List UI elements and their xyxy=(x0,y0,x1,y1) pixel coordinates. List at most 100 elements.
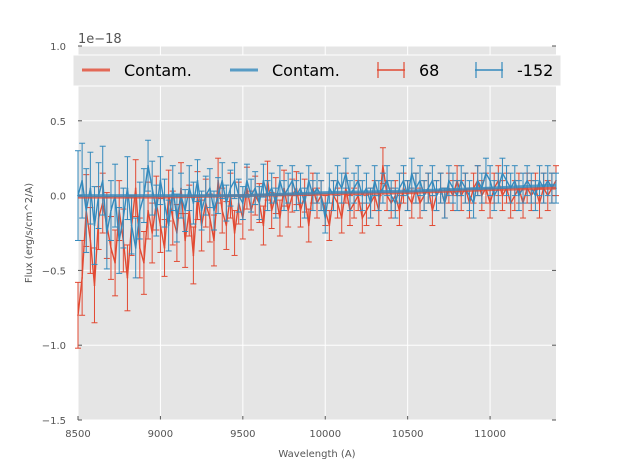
data-point xyxy=(110,209,112,212)
legend-label: Contam. xyxy=(124,61,192,80)
y-tick-label: 0.0 xyxy=(50,192,66,203)
data-point xyxy=(134,187,137,189)
data-point xyxy=(155,209,158,212)
data-point xyxy=(526,179,528,182)
data-point xyxy=(209,217,211,219)
data-point xyxy=(398,209,401,212)
data-point xyxy=(340,217,343,219)
data-point xyxy=(538,202,541,204)
data-point xyxy=(262,224,265,227)
y-tick-label: −0.5 xyxy=(42,266,66,277)
x-tick-label: 11000 xyxy=(474,429,506,440)
data-point xyxy=(147,164,149,167)
data-point xyxy=(81,277,83,279)
data-point xyxy=(361,217,364,219)
data-point xyxy=(489,202,491,204)
legend-label: Contam. xyxy=(272,61,340,80)
data-point xyxy=(159,224,162,227)
data-point xyxy=(316,187,318,189)
data-point xyxy=(448,179,450,182)
data-point xyxy=(456,194,458,197)
data-point xyxy=(357,179,360,182)
x-tick-label: 8500 xyxy=(65,429,90,440)
data-point xyxy=(538,179,541,182)
data-point xyxy=(382,187,384,189)
data-point xyxy=(242,202,244,204)
data-point xyxy=(307,179,310,182)
data-point xyxy=(468,194,471,197)
data-point xyxy=(192,254,195,257)
legend-entry-3: 68 xyxy=(377,61,439,80)
data-point xyxy=(93,284,96,287)
data-point xyxy=(254,187,256,189)
legend-entry-4: -152 xyxy=(475,61,553,80)
data-point xyxy=(423,194,425,197)
data-point xyxy=(345,172,347,174)
data-point xyxy=(126,187,129,189)
data-point xyxy=(279,217,281,219)
data-point xyxy=(435,194,438,197)
legend-label: 68 xyxy=(419,61,439,80)
data-point xyxy=(200,209,203,212)
y-tick-label: 0.5 xyxy=(50,117,66,128)
data-point xyxy=(427,187,430,189)
data-point xyxy=(505,179,508,182)
contam-line xyxy=(78,183,557,198)
data-point xyxy=(258,202,261,204)
data-point xyxy=(415,187,417,189)
data-point xyxy=(130,224,133,227)
x-tick-labels: 8500 9000 9500 10000 10500 11000 xyxy=(65,429,506,440)
x-tick-label: 9500 xyxy=(230,429,255,440)
data-point xyxy=(262,179,265,182)
data-point xyxy=(213,209,215,212)
y-tick-label: 1.0 xyxy=(50,42,66,53)
data-point xyxy=(493,194,495,197)
data-point xyxy=(419,202,421,204)
data-point xyxy=(188,187,191,189)
data-point xyxy=(151,232,153,234)
data-point xyxy=(361,194,364,197)
data-point xyxy=(270,209,273,212)
data-point xyxy=(246,179,248,182)
data-point xyxy=(518,194,520,197)
data-point xyxy=(184,239,186,242)
data-point xyxy=(419,179,421,182)
data-point xyxy=(513,179,516,182)
y-tick-label: −1.0 xyxy=(42,341,66,352)
data-point xyxy=(122,217,125,219)
data-point xyxy=(81,179,83,182)
legend-entry-1: Contam. xyxy=(82,61,192,80)
data-point xyxy=(213,239,215,242)
data-point xyxy=(171,187,174,189)
data-point xyxy=(365,209,368,212)
data-point xyxy=(349,194,351,197)
data-point xyxy=(159,179,162,182)
series-layer xyxy=(75,139,559,349)
data-point xyxy=(139,209,141,212)
data-point xyxy=(85,209,88,212)
data-point xyxy=(77,314,79,317)
data-point xyxy=(485,172,487,174)
data-point xyxy=(184,209,186,212)
legend-label: -152 xyxy=(517,61,553,80)
data-point xyxy=(336,179,339,182)
data-point xyxy=(89,187,92,189)
offset-label: 1e−18 xyxy=(78,32,122,47)
data-point xyxy=(279,179,281,182)
plot-area xyxy=(78,46,556,420)
data-point xyxy=(390,194,392,197)
data-point xyxy=(287,209,289,212)
y-tick-label: −1.5 xyxy=(42,416,66,427)
data-point xyxy=(546,179,549,182)
data-point xyxy=(134,247,137,249)
data-point xyxy=(460,179,463,182)
data-point xyxy=(307,224,310,227)
data-point xyxy=(410,172,413,174)
series-2 xyxy=(78,183,557,198)
data-point xyxy=(476,179,479,182)
y-tick-labels: −1.5 −1.0 −0.5 0.0 0.5 1.0 xyxy=(42,42,66,427)
data-point xyxy=(274,202,277,204)
x-tick-label: 10000 xyxy=(309,429,341,440)
data-point xyxy=(118,239,121,242)
data-point xyxy=(209,187,211,189)
